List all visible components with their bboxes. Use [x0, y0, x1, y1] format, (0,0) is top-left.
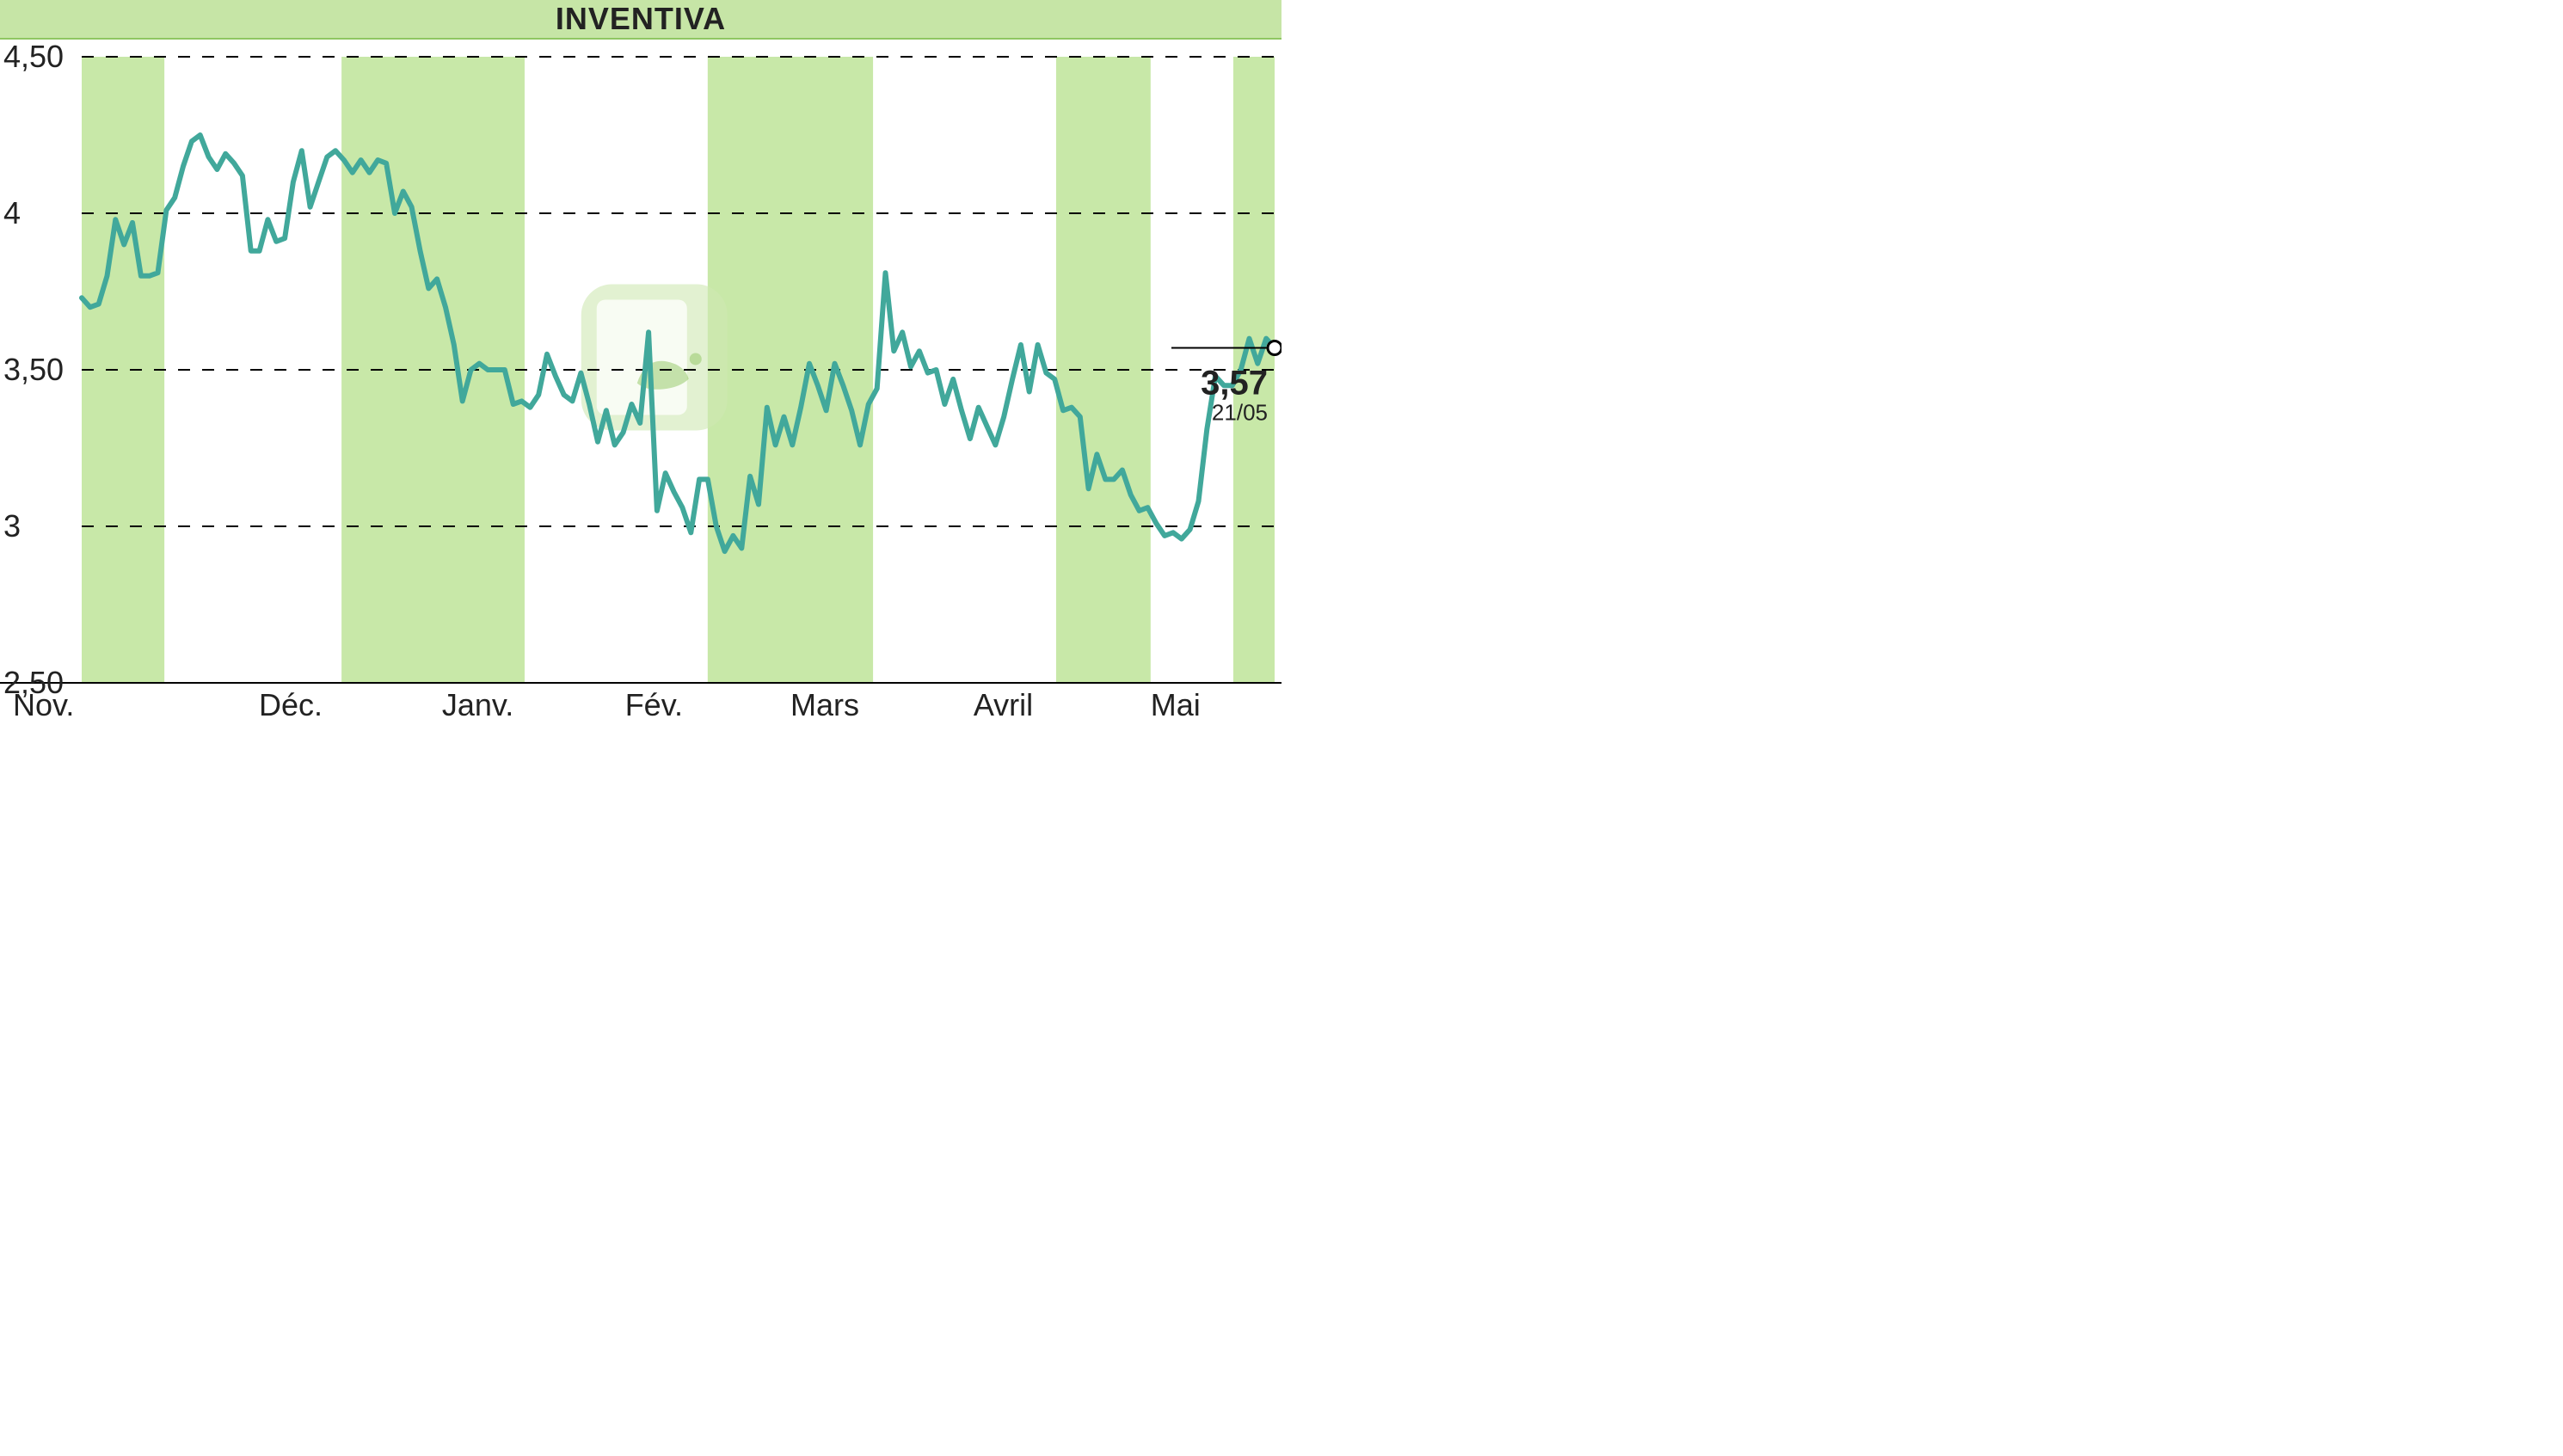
x-tick-label: Mai [1151, 687, 1201, 722]
end-marker [1268, 341, 1282, 355]
stock-chart: INVENTIVA 2,5033,5044,50Nov.Déc.Janv.Fév… [0, 0, 1282, 728]
x-tick-label: Déc. [259, 687, 323, 722]
last-price: 3,57 [1201, 365, 1268, 402]
y-tick-label: 3,50 [3, 352, 64, 387]
month-band [82, 57, 164, 683]
x-tick-label: Avril [974, 687, 1033, 722]
x-tick-label: Mars [790, 687, 859, 722]
y-tick-label: 4,50 [3, 40, 64, 74]
chart-canvas: 2,5033,5044,50Nov.Déc.Janv.Fév.MarsAvril… [0, 40, 1282, 728]
y-tick-label: 4 [3, 195, 21, 230]
chart-title-bar: INVENTIVA [0, 0, 1282, 40]
x-tick-label: Fév. [625, 687, 683, 722]
x-tick-label: Janv. [442, 687, 513, 722]
chart-title: INVENTIVA [556, 1, 726, 37]
x-tick-label: Nov. [13, 687, 74, 722]
y-tick-label: 3 [3, 508, 21, 544]
last-date: 21/05 [1212, 400, 1268, 426]
